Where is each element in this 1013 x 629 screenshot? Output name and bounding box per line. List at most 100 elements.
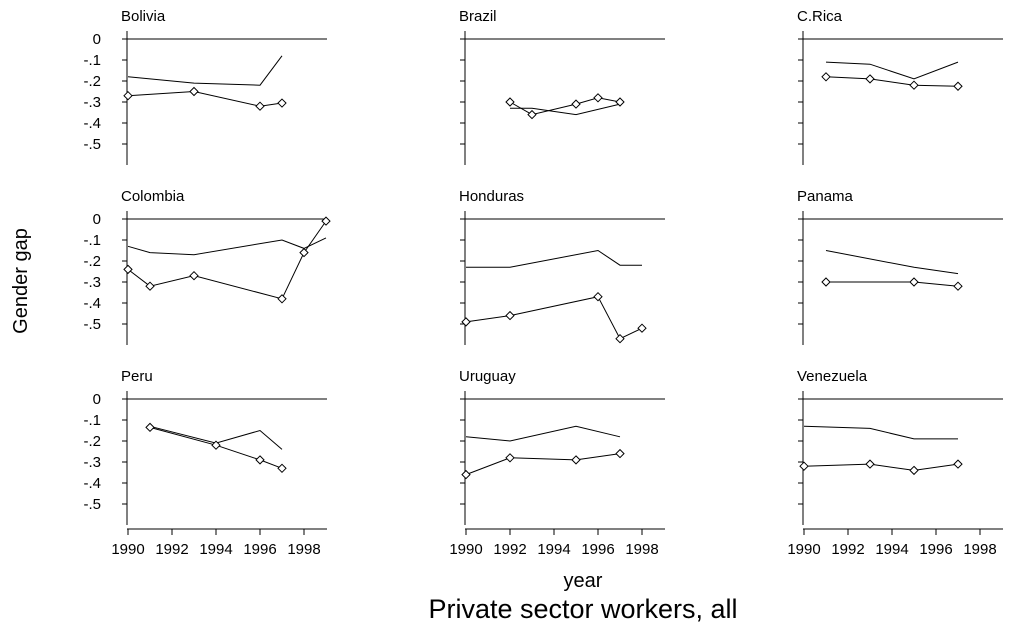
- x-tick-label: 1994: [199, 541, 232, 558]
- diamond-point: [593, 93, 603, 103]
- x-tick-label: 1996: [919, 541, 952, 558]
- plain-series-line: [466, 249, 642, 268]
- y-tick-label: -.2: [83, 73, 101, 90]
- diamond-point: [145, 422, 155, 433]
- diamond-point: [615, 97, 625, 107]
- y-tick-label: -.5: [83, 496, 101, 513]
- diamond-point: [505, 453, 515, 463]
- plain-series-line: [825, 61, 959, 80]
- diamond-point: [461, 469, 471, 480]
- x-tick-label: 1992: [831, 541, 864, 558]
- diamond-point: [299, 247, 309, 258]
- diamond-point: [821, 72, 831, 82]
- chart-panels: Bolivia 0 -.1 -.2 -.3 -.4 -.5 Brazil C.Rica Colom…: [83, 8, 1003, 558]
- diamond-point: [615, 448, 625, 459]
- panel-uruguay: Uruguay 1990 1992 1994 1996 1998: [449, 368, 665, 558]
- plain-series-line: [803, 425, 958, 440]
- y-tick-label: 0: [93, 31, 101, 48]
- x-axis-title: year: [564, 570, 603, 592]
- diamond-series-line: [465, 296, 643, 340]
- y-tick-label: -.5: [83, 136, 101, 153]
- diamond-point: [189, 86, 199, 97]
- diamond-point: [615, 333, 625, 344]
- y-tick-label: -.5: [83, 316, 101, 333]
- diamond-point: [255, 455, 265, 465]
- diamond-series-line: [803, 463, 959, 471]
- panel-colombia: Colombia 0 -.1 -.2 -.3 -.4 -.5: [83, 188, 331, 345]
- diamond-point: [277, 98, 287, 108]
- diamond-point: [909, 80, 919, 90]
- diamond-point: [821, 277, 831, 287]
- diamond-point: [953, 281, 963, 291]
- diamond-point: [637, 323, 647, 333]
- plain-series-line: [127, 237, 327, 256]
- x-tick-label: 1990: [111, 541, 144, 558]
- diamond-point: [123, 264, 133, 275]
- panel-title: Uruguay: [459, 368, 516, 385]
- panel-title: Honduras: [459, 188, 524, 205]
- panel-brazil: Brazil: [459, 8, 665, 165]
- panel-bolivia: Bolivia 0 -.1 -.2 -.3 -.4 -.5: [83, 8, 327, 165]
- diamond-point: [123, 90, 133, 101]
- x-tick-label: 1990: [787, 541, 820, 558]
- y-tick-label: 0: [93, 211, 101, 228]
- diamond-point: [865, 459, 875, 469]
- panel-title: Peru: [121, 368, 153, 385]
- x-tick-label: 1998: [287, 541, 320, 558]
- panel-c-rica: C.Rica: [797, 8, 1003, 165]
- panel-panama: Panama: [797, 188, 1003, 345]
- plain-series-line: [510, 103, 621, 116]
- diamond-point: [255, 101, 265, 111]
- x-tick-label: 1998: [963, 541, 996, 558]
- y-tick-label: -.1: [83, 52, 101, 69]
- x-tick-label: 1990: [449, 541, 482, 558]
- diamond-series-line: [509, 97, 621, 116]
- y-tick-label: -.3: [83, 454, 101, 471]
- diamond-series-line: [149, 426, 283, 469]
- plain-series-line: [127, 55, 283, 86]
- diamond-point: [799, 461, 809, 471]
- x-tick-label: 1992: [155, 541, 188, 558]
- panel-title: Colombia: [121, 188, 185, 205]
- x-tick-label: 1994: [537, 541, 570, 558]
- x-tick-label: 1996: [243, 541, 276, 558]
- panel-peru: Peru 0 -.1 -.2 -.3 -.4 -.5 1990 1992 1994 1996 1998: [83, 368, 327, 558]
- plain-series-line: [149, 425, 283, 450]
- panel-title: Panama: [797, 188, 854, 205]
- y-tick-label: -.3: [83, 94, 101, 111]
- panel-honduras: Honduras: [459, 188, 665, 345]
- diamond-point: [953, 81, 963, 91]
- diamond-series-line: [465, 453, 621, 476]
- y-tick-label: -.1: [83, 412, 101, 429]
- panel-title: C.Rica: [797, 8, 843, 25]
- plain-series-line: [465, 425, 621, 442]
- y-tick-label: -.4: [83, 475, 101, 492]
- diamond-point: [527, 109, 537, 120]
- diamond-point: [865, 74, 875, 84]
- plain-series-line: [825, 250, 959, 275]
- diamond-point: [909, 277, 919, 287]
- diamond-point: [321, 216, 331, 226]
- panel-title: Brazil: [459, 8, 497, 25]
- diamond-point: [505, 97, 515, 107]
- diamond-point: [145, 281, 155, 291]
- chart-title: Private sector workers, all: [428, 594, 737, 624]
- y-tick-label: -.1: [83, 232, 101, 249]
- y-axis-title: Gender gap: [10, 228, 32, 334]
- x-tick-label: 1992: [493, 541, 526, 558]
- diamond-point: [571, 99, 581, 109]
- y-tick-label: -.4: [83, 295, 101, 312]
- diamond-point: [571, 455, 581, 465]
- diamond-point: [461, 317, 471, 327]
- diamond-point: [953, 459, 963, 469]
- diamond-series-line: [825, 76, 959, 87]
- y-tick-label: -.2: [83, 253, 101, 270]
- diamond-point: [211, 440, 221, 450]
- panel-venezuela: Venezuela 1990 1992 1994 1996 1998: [787, 368, 1003, 558]
- diamond-series-line: [826, 281, 959, 287]
- diamond-point: [505, 310, 515, 321]
- diamond-series-line: [127, 220, 327, 300]
- panel-title: Venezuela: [797, 368, 868, 385]
- y-tick-label: -.3: [83, 274, 101, 291]
